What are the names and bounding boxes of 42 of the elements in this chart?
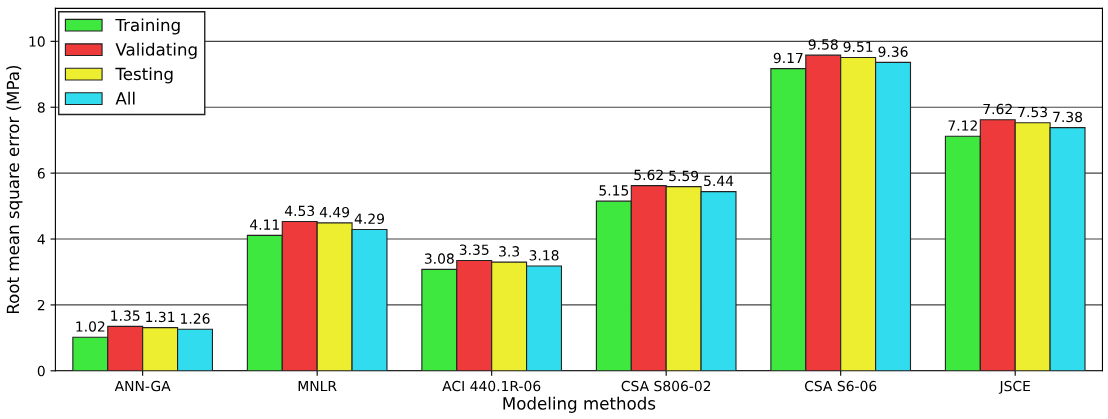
data-label: 3.18 [529, 250, 559, 261]
data-label: 4.11 [250, 219, 279, 230]
data-label: 3.08 [424, 253, 454, 264]
x-tick-label: MNLR [298, 380, 337, 392]
legend-label: Testing [115, 67, 173, 84]
legend-label: Validating [115, 42, 197, 59]
x-tick-label: ACI 440.1R-06 [442, 380, 541, 392]
data-label: 4.49 [319, 206, 350, 218]
data-label: 7.38 [1053, 111, 1083, 123]
data-label: 9.36 [878, 46, 908, 57]
x-tick-label: JSCE [998, 380, 1031, 394]
data-label: 5.15 [599, 185, 629, 196]
data-label: 3.35 [459, 244, 489, 255]
data-label: 3.3 [499, 246, 520, 257]
y-tick-label: 0 [37, 365, 45, 377]
data-label: 7.62 [983, 103, 1012, 115]
data-label: 7.12 [948, 120, 977, 131]
data-label: 5.44 [704, 175, 734, 187]
y-tick-label: 4 [37, 234, 45, 245]
x-axis-title: Modeling methods [503, 396, 656, 413]
data-label: 4.29 [354, 213, 384, 224]
x-tick-label: CSA S806-02 [621, 380, 711, 392]
data-label: 9.17 [773, 52, 803, 64]
data-label: 7.53 [1018, 106, 1048, 118]
y-tick-label: 8 [37, 102, 45, 113]
y-axis-title: Root mean square error (MPa) [6, 65, 23, 314]
y-tick-label: 10 [29, 36, 45, 47]
data-label: 1.26 [181, 313, 210, 324]
data-label: 9.58 [808, 39, 838, 50]
data-label: 1.02 [76, 321, 105, 332]
data-label: 5.59 [669, 170, 699, 182]
x-tick-label: CSA S6-06 [804, 380, 877, 392]
data-label: 4.53 [284, 205, 315, 217]
data-label: 1.31 [146, 311, 175, 323]
data-label: 9.51 [843, 41, 873, 52]
legend-label: Training [115, 18, 180, 35]
y-tick-label: 6 [37, 168, 45, 179]
y-tick-label: 2 [37, 299, 45, 311]
data-label: 5.62 [634, 169, 663, 181]
legend-label: All [115, 91, 135, 105]
x-tick-label: ANN-GA [114, 380, 171, 392]
data-label: 1.35 [111, 310, 140, 321]
